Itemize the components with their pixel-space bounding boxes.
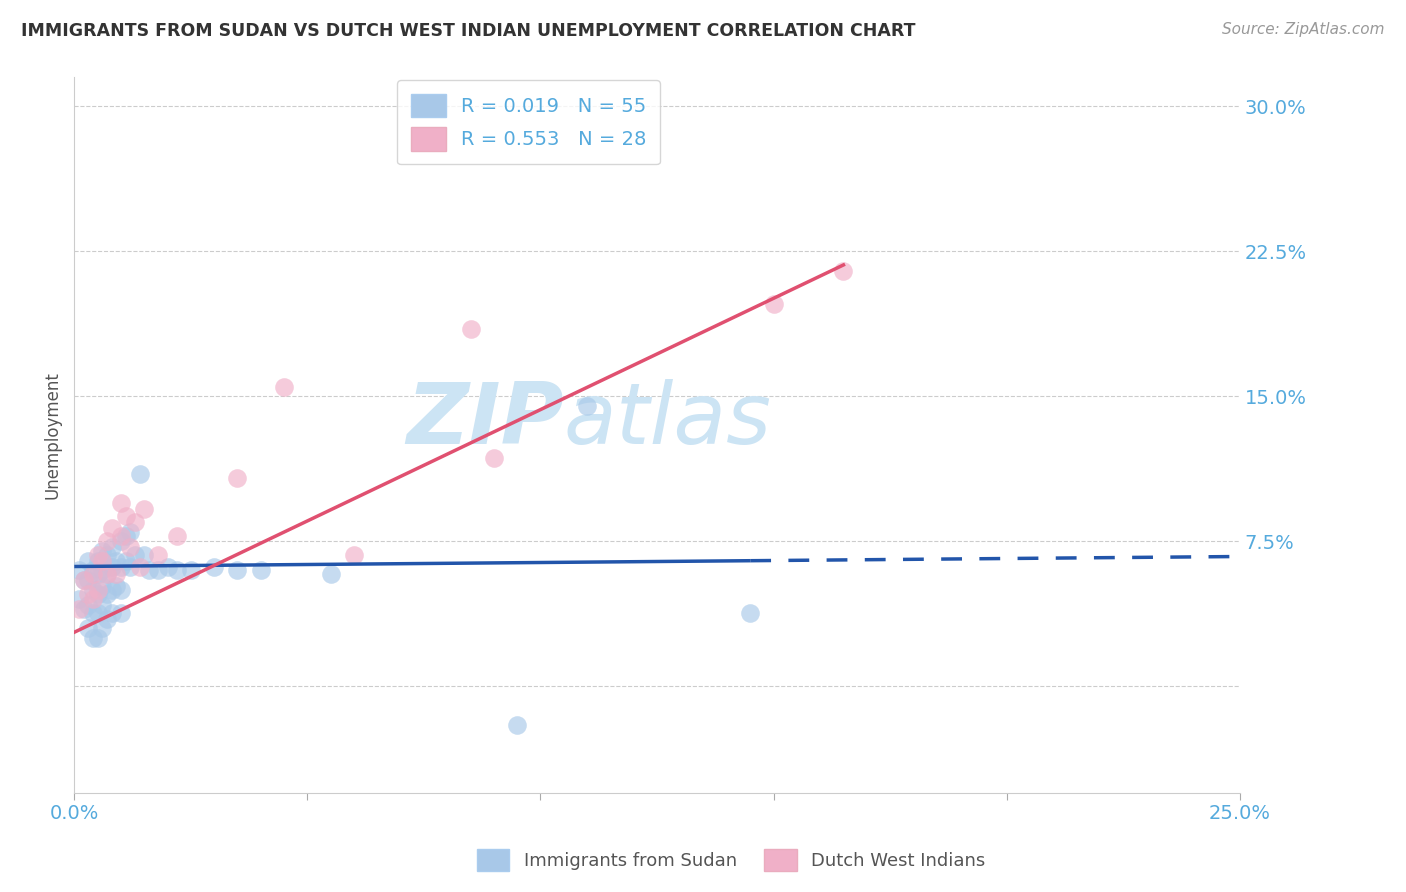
Point — [67, 592, 90, 607]
Text: Source: ZipAtlas.com: Source: ZipAtlas.com — [1222, 22, 1385, 37]
Point — [343, 548, 366, 562]
Text: atlas: atlas — [564, 379, 772, 462]
Point — [110, 559, 132, 574]
Point — [166, 563, 188, 577]
Point — [67, 563, 90, 577]
Point — [96, 548, 118, 562]
Point — [148, 563, 170, 577]
Point — [110, 528, 132, 542]
Point — [762, 296, 785, 310]
Point — [96, 534, 118, 549]
Point — [180, 563, 202, 577]
Point — [148, 548, 170, 562]
Point — [134, 501, 156, 516]
Point — [72, 573, 94, 587]
Point — [226, 563, 249, 577]
Point — [460, 322, 482, 336]
Point — [72, 573, 94, 587]
Point — [100, 521, 122, 535]
Point — [273, 380, 295, 394]
Point — [249, 563, 271, 577]
Point — [91, 563, 114, 577]
Point — [740, 606, 762, 620]
Point — [67, 602, 90, 616]
Point — [77, 621, 100, 635]
Point — [82, 592, 104, 607]
Point — [110, 496, 132, 510]
Point — [82, 582, 104, 597]
Legend: Immigrants from Sudan, Dutch West Indians: Immigrants from Sudan, Dutch West Indian… — [470, 842, 993, 879]
Point — [91, 621, 114, 635]
Point — [82, 567, 104, 582]
Point — [114, 528, 136, 542]
Point — [96, 567, 118, 582]
Point — [124, 548, 146, 562]
Point — [96, 612, 118, 626]
Y-axis label: Unemployment: Unemployment — [44, 371, 60, 499]
Point — [226, 470, 249, 484]
Point — [91, 598, 114, 612]
Point — [100, 606, 122, 620]
Point — [138, 563, 160, 577]
Point — [576, 399, 599, 413]
Point — [86, 606, 108, 620]
Point — [100, 559, 122, 574]
Point — [82, 631, 104, 645]
Point — [86, 582, 108, 597]
Point — [202, 559, 225, 574]
Point — [105, 579, 128, 593]
Point — [91, 554, 114, 568]
Point — [77, 586, 100, 600]
Point — [86, 554, 108, 568]
Point — [77, 573, 100, 587]
Legend: R = 0.019   N = 55, R = 0.553   N = 28: R = 0.019 N = 55, R = 0.553 N = 28 — [398, 80, 661, 164]
Point — [96, 586, 118, 600]
Point — [86, 631, 108, 645]
Point — [96, 567, 118, 582]
Point — [124, 515, 146, 529]
Point — [86, 586, 108, 600]
Text: IMMIGRANTS FROM SUDAN VS DUTCH WEST INDIAN UNEMPLOYMENT CORRELATION CHART: IMMIGRANTS FROM SUDAN VS DUTCH WEST INDI… — [21, 22, 915, 40]
Point — [482, 451, 505, 466]
Point — [100, 540, 122, 554]
Point — [156, 559, 179, 574]
Point — [77, 554, 100, 568]
Point — [100, 582, 122, 597]
Point — [105, 567, 128, 582]
Point — [128, 467, 150, 481]
Point — [91, 544, 114, 558]
Point — [120, 559, 142, 574]
Point — [91, 579, 114, 593]
Point — [319, 567, 342, 582]
Point — [110, 606, 132, 620]
Point — [114, 554, 136, 568]
Point — [506, 718, 529, 732]
Point — [110, 534, 132, 549]
Point — [77, 598, 100, 612]
Point — [832, 264, 855, 278]
Text: ZIP: ZIP — [406, 379, 564, 462]
Point — [72, 602, 94, 616]
Point — [166, 528, 188, 542]
Point — [82, 563, 104, 577]
Point — [110, 582, 132, 597]
Point — [105, 554, 128, 568]
Point — [114, 509, 136, 524]
Point — [82, 606, 104, 620]
Point — [128, 559, 150, 574]
Point — [86, 548, 108, 562]
Point — [120, 524, 142, 539]
Point — [86, 567, 108, 582]
Point — [134, 548, 156, 562]
Point — [120, 540, 142, 554]
